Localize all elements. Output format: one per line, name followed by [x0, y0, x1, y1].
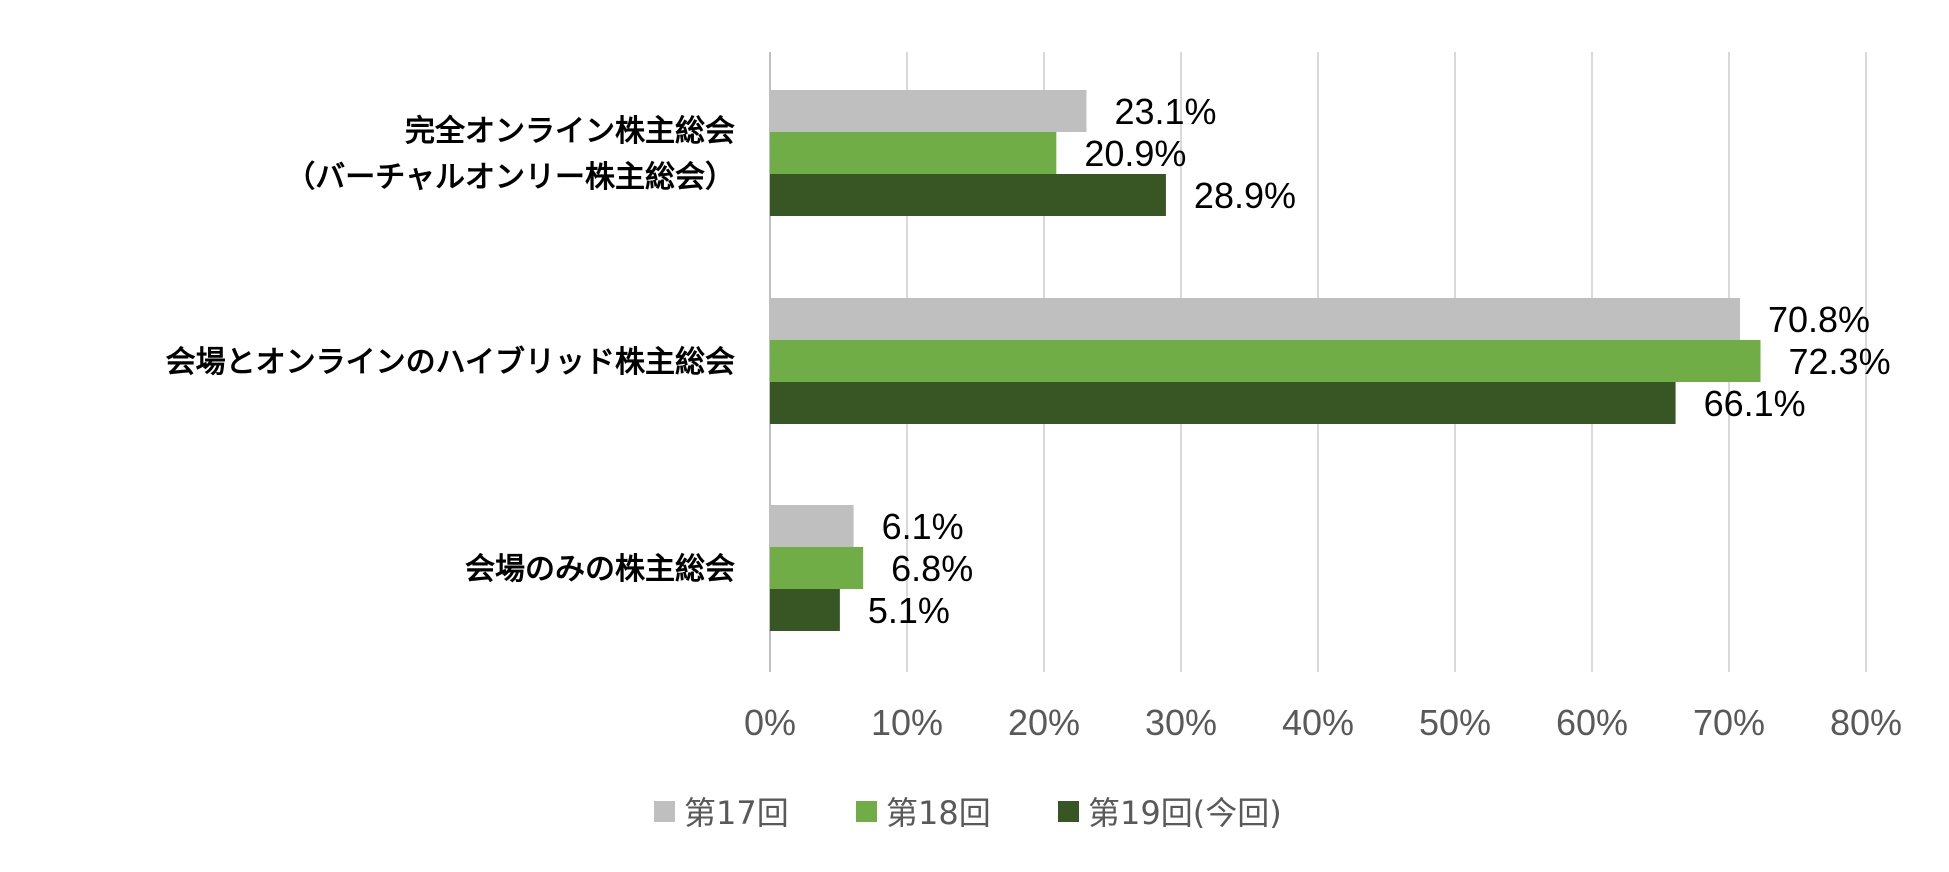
- legend-swatch: [856, 801, 877, 822]
- data-label: 66.1%: [1704, 383, 1806, 424]
- x-tick-label: 40%: [1282, 702, 1354, 743]
- data-label: 72.3%: [1789, 341, 1891, 382]
- x-tick-label: 80%: [1830, 702, 1902, 743]
- legend-swatch: [1058, 801, 1079, 822]
- legend-label: 第17回: [684, 794, 789, 832]
- legend-swatch: [654, 801, 675, 822]
- legend: 第17回 第18回 第19回(今回): [654, 794, 1282, 832]
- category-label: 会場のみの株主総会: [465, 552, 735, 587]
- data-label: 5.1%: [868, 590, 950, 631]
- data-label: 70.8%: [1768, 299, 1870, 340]
- data-label: 20.9%: [1084, 133, 1186, 174]
- x-tick-label: 10%: [871, 702, 943, 743]
- legend-label: 第19回(今回): [1088, 794, 1282, 832]
- category-label: （バーチャルオンリー株主総会）: [285, 160, 735, 195]
- bar-1-1: [770, 90, 1087, 132]
- category-label: 会場とオンラインのハイブリッド株主総会: [166, 345, 735, 380]
- data-label: 23.1%: [1114, 91, 1216, 132]
- x-tick-label: 60%: [1556, 702, 1628, 743]
- bar-3-2: [770, 382, 1676, 424]
- category-labels: 完全オンライン株主総会 （バーチャルオンリー株主総会） 会場とオンラインのハイブリッ…: [166, 114, 735, 587]
- data-label: 28.9%: [1194, 175, 1296, 216]
- x-tick-label: 0%: [744, 702, 796, 743]
- bars: [770, 90, 1761, 631]
- data-labels: 23.1% 70.8% 6.1% 20.9% 72.3% 6.8% 28.9% 66.1% 5.…: [868, 91, 1891, 631]
- x-tick-label: 20%: [1008, 702, 1080, 743]
- data-label: 6.8%: [891, 548, 973, 589]
- x-tick-label: 70%: [1693, 702, 1765, 743]
- category-label: 完全オンライン株主総会: [405, 114, 735, 149]
- bar-3-3: [770, 589, 840, 631]
- legend-label: 第18回: [886, 794, 991, 832]
- bar-2-3: [770, 547, 864, 589]
- x-tick-label: 30%: [1145, 702, 1217, 743]
- bar-1-2: [770, 298, 1740, 340]
- bar-1-3: [770, 505, 854, 547]
- data-label: 6.1%: [882, 506, 964, 547]
- bar-2-2: [770, 340, 1761, 382]
- x-axis-tick-labels: 0% 10% 20% 30% 40% 50% 60% 70% 80%: [744, 702, 1902, 743]
- bar-2-1: [770, 132, 1057, 174]
- bar-3-1: [770, 174, 1166, 216]
- x-tick-label: 50%: [1419, 702, 1491, 743]
